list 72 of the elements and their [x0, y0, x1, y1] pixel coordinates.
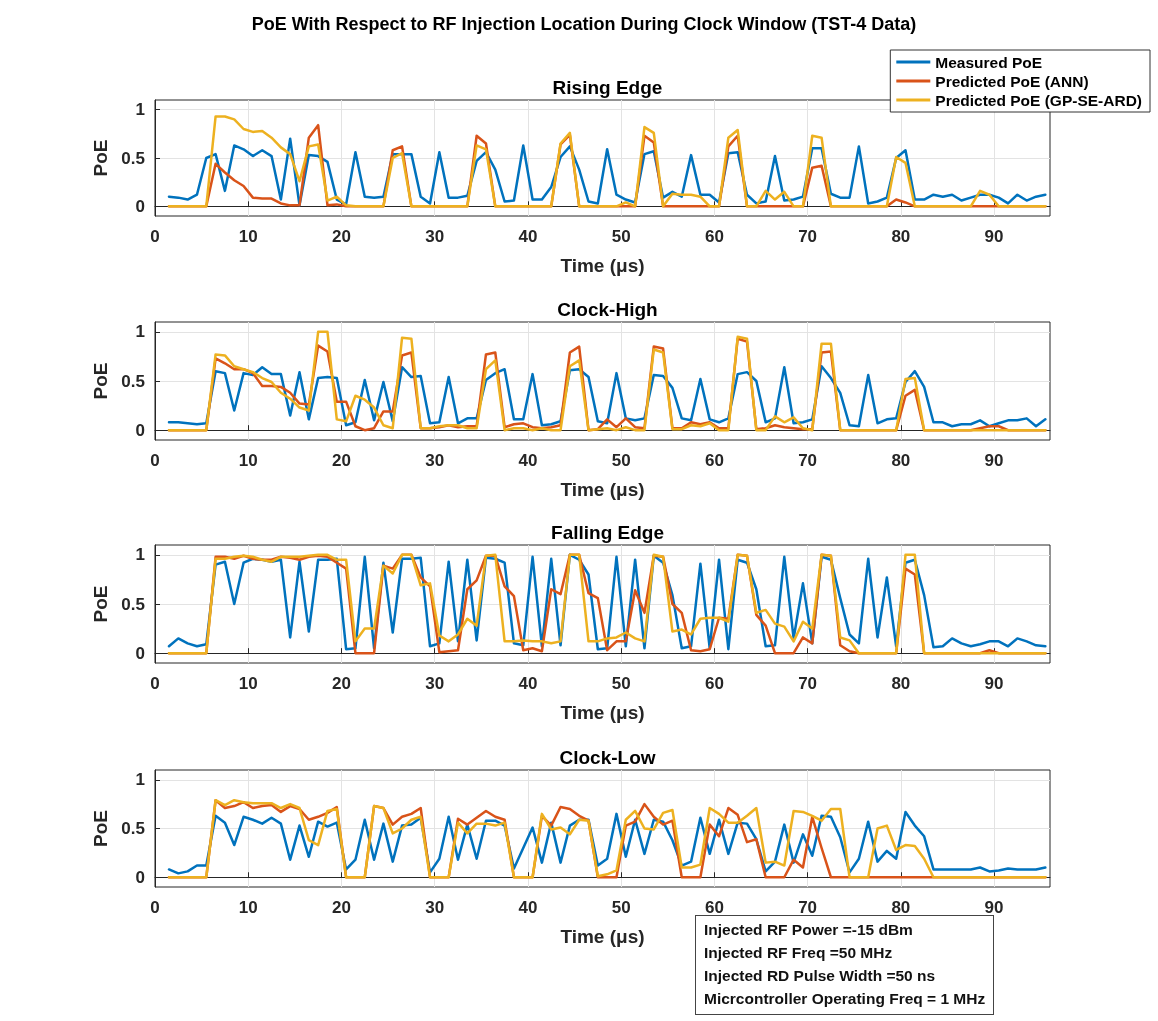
- x-tick-label: 40: [518, 227, 538, 246]
- y-tick-label: 0: [135, 196, 145, 216]
- x-axis-title: Time (μs): [560, 702, 645, 723]
- x-tick-label: 90: [984, 674, 1004, 693]
- x-tick-label: 60: [704, 451, 724, 470]
- x-tick-label: 20: [332, 898, 351, 917]
- x-axis-title: Time (μs): [560, 255, 645, 276]
- x-tick-label: 40: [518, 451, 538, 470]
- chart-subtitle: Falling Edge: [551, 522, 664, 543]
- y-axis-title: PoE: [90, 362, 112, 400]
- legend-label: Predicted PoE (ANN): [935, 72, 1089, 90]
- y-tick-label: 0.5: [121, 594, 145, 614]
- x-tick-label: 70: [798, 674, 818, 693]
- chart-subtitle: Clock-High: [557, 299, 658, 320]
- text: Micrcontroller Operating Freq = 1 MHz: [704, 989, 986, 1009]
- x-axis-title: Time (μs): [560, 926, 645, 947]
- x-tick-label: 30: [425, 674, 445, 693]
- x-tick-label: 40: [518, 898, 538, 917]
- y-tick-label: 0: [135, 867, 145, 887]
- x-tick-label: 30: [425, 898, 445, 917]
- x-tick-label: 10: [238, 451, 258, 470]
- y-axis-title: PoE: [90, 810, 112, 847]
- x-tick-label: 70: [798, 451, 818, 470]
- y-tick-label: 1: [135, 322, 145, 342]
- x-tick-label: 50: [611, 674, 631, 693]
- x-tick-label: 80: [891, 898, 911, 917]
- x-tick-label: 20: [332, 674, 351, 693]
- y-tick-label: 1: [135, 100, 145, 120]
- x-tick-label: 0: [150, 227, 160, 246]
- chart-title: PoE With Respect to RF Injection Location During Clock Window (TST-4 Data): [251, 14, 917, 34]
- x-tick-label: 10: [238, 227, 258, 246]
- x-tick-label: 30: [425, 451, 445, 470]
- x-axis-title: Time (μs): [560, 479, 645, 500]
- x-tick-label: 60: [704, 674, 724, 693]
- x-tick-label: 50: [611, 898, 631, 917]
- y-tick-label: 1: [135, 770, 145, 790]
- y-tick-label: 0.5: [121, 819, 145, 838]
- y-tick-label: 0.5: [121, 371, 145, 391]
- text: Injected RF Freq =50 MHz: [704, 943, 894, 963]
- x-tick-label: 80: [891, 227, 911, 246]
- x-tick-label: 30: [425, 227, 445, 246]
- y-axis-title: PoE: [90, 139, 112, 177]
- y-tick-label: 1: [135, 545, 145, 565]
- x-tick-label: 50: [611, 227, 631, 246]
- legend-label: Predicted PoE (GP-SE-ARD): [935, 91, 1143, 109]
- x-tick-label: 0: [150, 674, 160, 693]
- x-tick-label: 70: [798, 898, 818, 917]
- x-tick-label: 20: [332, 451, 351, 470]
- x-tick-label: 60: [704, 898, 724, 917]
- x-tick-label: 60: [704, 227, 724, 246]
- x-tick-label: 90: [984, 898, 1004, 917]
- chart-subtitle: Clock-Low: [559, 747, 656, 768]
- x-tick-label: 0: [150, 898, 160, 917]
- x-tick-label: 70: [798, 227, 818, 246]
- y-tick-label: 0: [135, 643, 145, 663]
- text: Injected RD Pulse Width =50 ns: [704, 966, 937, 986]
- x-tick-label: 50: [611, 451, 631, 470]
- x-tick-label: 10: [238, 898, 258, 917]
- x-tick-label: 90: [984, 451, 1004, 470]
- text: Injected RF Power =-15 dBm: [704, 920, 914, 940]
- y-tick-label: 0.5: [121, 148, 145, 168]
- x-tick-label: 80: [891, 451, 911, 470]
- x-tick-label: 90: [984, 227, 1004, 246]
- y-tick-label: 0: [135, 420, 145, 440]
- x-tick-label: 0: [150, 451, 160, 470]
- x-tick-label: 40: [518, 674, 538, 693]
- legend-label: Measured PoE: [935, 53, 1043, 71]
- y-axis-title: PoE: [90, 585, 112, 623]
- x-tick-label: 80: [891, 674, 911, 693]
- chart-subtitle: Rising Edge: [552, 77, 663, 98]
- x-tick-label: 10: [238, 674, 258, 693]
- x-tick-label: 20: [332, 227, 351, 246]
